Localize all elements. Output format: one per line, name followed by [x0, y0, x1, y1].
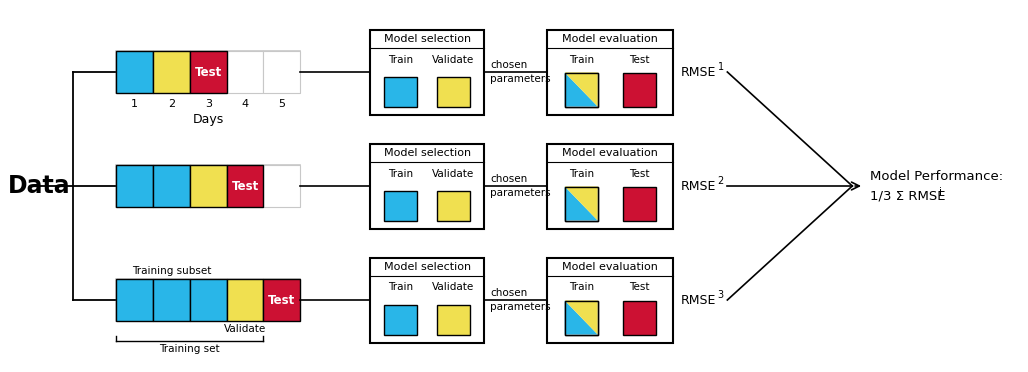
Bar	[263, 279, 300, 321]
Bar	[384, 190, 417, 221]
Bar	[116, 165, 300, 207]
Text: RMSE: RMSE	[681, 294, 717, 307]
Text: Model Performance:: Model Performance:	[870, 170, 1003, 183]
Bar	[226, 165, 263, 207]
Text: Test: Test	[194, 65, 222, 78]
Bar	[437, 305, 470, 334]
Polygon shape	[564, 186, 597, 221]
Text: Test: Test	[629, 55, 650, 64]
Text: 2: 2	[718, 176, 724, 186]
Text: Train: Train	[389, 282, 413, 292]
Bar	[437, 190, 470, 221]
Text: 2: 2	[168, 99, 175, 109]
Text: chosen: chosen	[490, 60, 527, 70]
Text: parameters: parameters	[490, 74, 551, 84]
Bar	[153, 165, 190, 207]
Text: Validate: Validate	[224, 324, 266, 334]
Text: Validate: Validate	[432, 282, 475, 292]
Bar	[116, 51, 153, 93]
Text: chosen: chosen	[490, 288, 527, 298]
Polygon shape	[564, 301, 597, 334]
Bar	[564, 73, 597, 106]
Text: i: i	[940, 187, 943, 197]
Text: Model evaluation: Model evaluation	[562, 33, 658, 44]
Polygon shape	[564, 301, 597, 334]
Text: Train: Train	[568, 55, 594, 64]
Text: 4: 4	[242, 99, 249, 109]
Bar	[623, 301, 656, 334]
Bar	[263, 165, 300, 207]
Text: 1: 1	[718, 62, 724, 72]
Text: Training set: Training set	[159, 344, 220, 354]
Text: Days: Days	[192, 113, 224, 126]
Polygon shape	[564, 73, 597, 106]
Bar	[190, 279, 226, 321]
Text: Train: Train	[389, 55, 413, 64]
Bar	[226, 51, 263, 93]
Bar	[370, 29, 484, 115]
Polygon shape	[564, 73, 597, 106]
Text: Test: Test	[629, 169, 650, 179]
Bar	[370, 144, 484, 228]
Text: Model selection: Model selection	[383, 148, 471, 157]
Text: RMSE: RMSE	[681, 65, 717, 78]
Text: 3: 3	[718, 290, 724, 300]
Bar	[370, 257, 484, 343]
Bar	[547, 257, 673, 343]
Text: Model evaluation: Model evaluation	[562, 148, 658, 157]
Bar	[623, 186, 656, 221]
Text: Train: Train	[389, 169, 413, 179]
Text: Model evaluation: Model evaluation	[562, 262, 658, 272]
Text: Model selection: Model selection	[383, 33, 471, 44]
Bar	[564, 186, 597, 221]
Text: Test: Test	[629, 282, 650, 292]
Bar	[623, 73, 656, 106]
Text: chosen: chosen	[490, 174, 527, 184]
Bar	[437, 77, 470, 106]
Text: Model selection: Model selection	[383, 262, 471, 272]
Text: parameters: parameters	[490, 302, 551, 312]
Text: Data: Data	[8, 174, 70, 198]
Bar	[564, 301, 597, 334]
Bar	[384, 77, 417, 106]
Bar	[564, 73, 597, 106]
Bar	[190, 51, 226, 93]
Bar	[116, 279, 153, 321]
Text: 1: 1	[132, 99, 138, 109]
Bar	[226, 279, 263, 321]
Text: 5: 5	[279, 99, 286, 109]
Polygon shape	[564, 186, 597, 221]
Bar	[116, 165, 153, 207]
Text: Validate: Validate	[432, 169, 475, 179]
Bar	[116, 279, 300, 321]
Text: Test: Test	[268, 294, 295, 307]
Text: Train: Train	[568, 282, 594, 292]
Bar	[116, 51, 300, 93]
Text: 3: 3	[205, 99, 212, 109]
Text: Test: Test	[231, 180, 259, 192]
Text: 1/3 Σ RMSE: 1/3 Σ RMSE	[870, 189, 945, 202]
Bar	[153, 51, 190, 93]
Text: Train: Train	[568, 169, 594, 179]
Text: Training subset: Training subset	[132, 266, 211, 276]
Bar	[190, 165, 226, 207]
Bar	[564, 301, 597, 334]
Bar	[547, 144, 673, 228]
Bar	[153, 279, 190, 321]
Text: Validate: Validate	[432, 55, 475, 64]
Bar	[547, 29, 673, 115]
Bar	[384, 305, 417, 334]
Bar	[564, 186, 597, 221]
Bar	[263, 51, 300, 93]
Text: RMSE: RMSE	[681, 180, 717, 192]
Text: parameters: parameters	[490, 188, 551, 198]
